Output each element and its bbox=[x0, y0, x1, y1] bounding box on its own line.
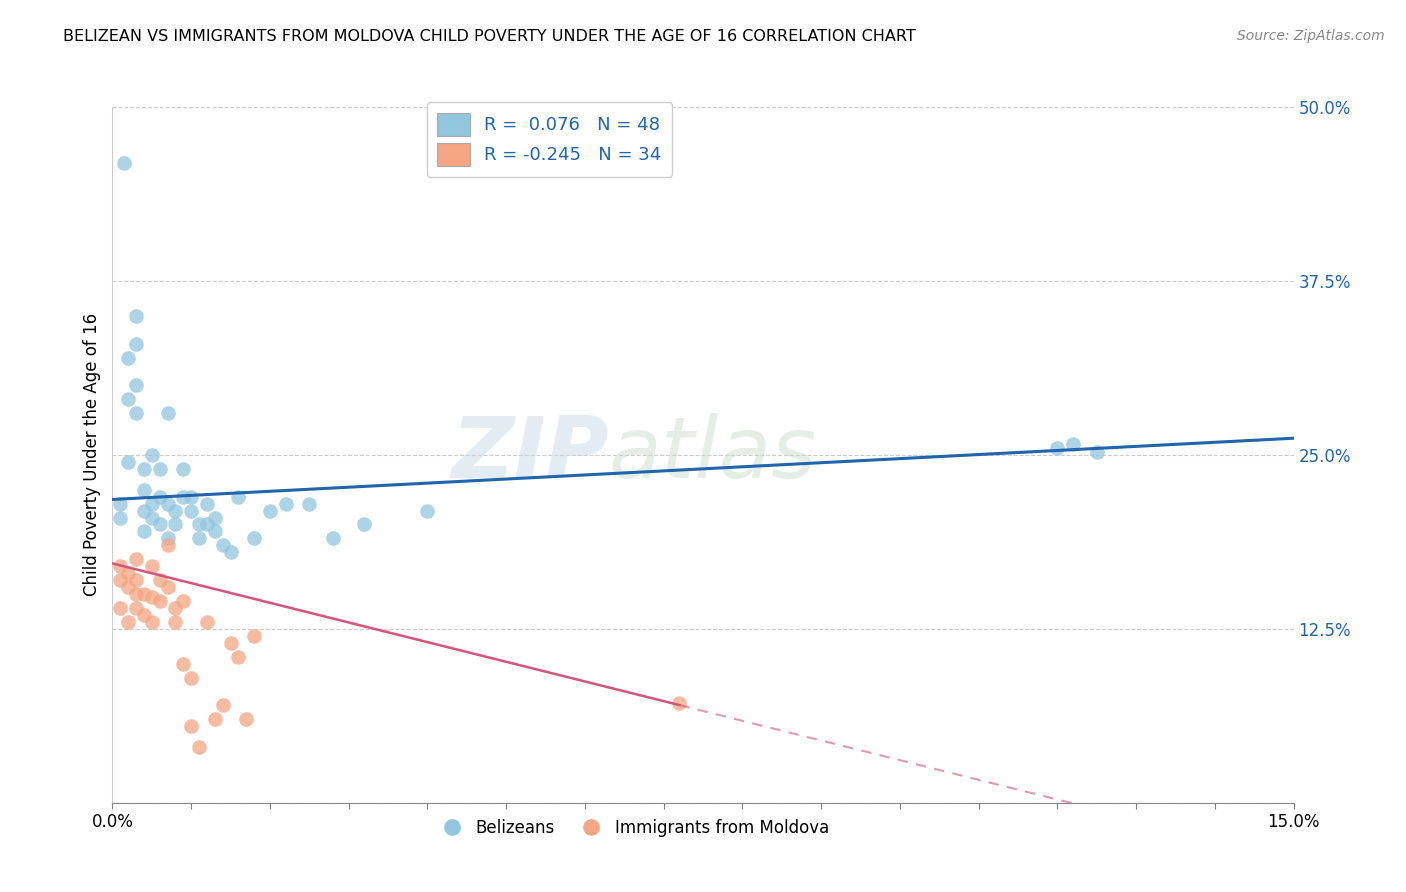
Legend: Belizeans, Immigrants from Moldova: Belizeans, Immigrants from Moldova bbox=[429, 812, 835, 843]
Point bbox=[165, 503, 187, 517]
Point bbox=[125, 552, 148, 566]
Point bbox=[172, 462, 194, 476]
Point bbox=[204, 712, 226, 726]
Point bbox=[228, 490, 250, 504]
Point bbox=[156, 580, 179, 594]
Point bbox=[274, 497, 297, 511]
Point bbox=[156, 406, 179, 420]
Point bbox=[188, 517, 211, 532]
Point bbox=[228, 649, 250, 664]
Point bbox=[125, 587, 148, 601]
Point bbox=[141, 559, 163, 574]
Point bbox=[110, 497, 132, 511]
Y-axis label: Child Poverty Under the Age of 16: Child Poverty Under the Age of 16 bbox=[83, 313, 101, 597]
Point bbox=[1085, 445, 1108, 459]
Point bbox=[132, 503, 155, 517]
Point bbox=[117, 580, 139, 594]
Point bbox=[195, 517, 218, 532]
Point bbox=[219, 545, 242, 559]
Point bbox=[1062, 437, 1084, 451]
Point bbox=[172, 490, 194, 504]
Point bbox=[141, 510, 163, 524]
Text: BELIZEAN VS IMMIGRANTS FROM MOLDOVA CHILD POVERTY UNDER THE AGE OF 16 CORRELATIO: BELIZEAN VS IMMIGRANTS FROM MOLDOVA CHIL… bbox=[63, 29, 917, 44]
Point bbox=[132, 587, 155, 601]
Point bbox=[172, 594, 194, 608]
Point bbox=[298, 497, 321, 511]
Point bbox=[219, 636, 242, 650]
Text: Source: ZipAtlas.com: Source: ZipAtlas.com bbox=[1237, 29, 1385, 43]
Point bbox=[180, 490, 202, 504]
Point bbox=[172, 657, 194, 671]
Point bbox=[165, 615, 187, 629]
Point bbox=[165, 601, 187, 615]
Point bbox=[125, 378, 148, 392]
Text: atlas: atlas bbox=[609, 413, 817, 497]
Point bbox=[117, 566, 139, 581]
Point bbox=[117, 455, 139, 469]
Point bbox=[188, 740, 211, 755]
Point bbox=[110, 559, 132, 574]
Point bbox=[156, 497, 179, 511]
Point bbox=[110, 510, 132, 524]
Point bbox=[259, 503, 281, 517]
Point bbox=[141, 615, 163, 629]
Point bbox=[1046, 441, 1069, 455]
Point bbox=[125, 601, 148, 615]
Point bbox=[141, 590, 163, 604]
Point bbox=[353, 517, 375, 532]
Point bbox=[125, 309, 148, 323]
Point bbox=[125, 406, 148, 420]
Point bbox=[165, 517, 187, 532]
Point bbox=[668, 696, 690, 710]
Point bbox=[195, 497, 218, 511]
Point bbox=[141, 448, 163, 462]
Point bbox=[322, 532, 344, 546]
Point bbox=[235, 712, 257, 726]
Point bbox=[141, 497, 163, 511]
Point bbox=[110, 601, 132, 615]
Point bbox=[211, 538, 233, 552]
Point bbox=[149, 490, 172, 504]
Text: ZIP: ZIP bbox=[451, 413, 609, 497]
Point bbox=[112, 155, 135, 169]
Point bbox=[156, 538, 179, 552]
Point bbox=[132, 607, 155, 622]
Point bbox=[211, 698, 233, 713]
Point bbox=[180, 671, 202, 685]
Point bbox=[110, 573, 132, 587]
Point bbox=[243, 629, 266, 643]
Point bbox=[180, 503, 202, 517]
Point bbox=[117, 615, 139, 629]
Point bbox=[132, 483, 155, 497]
Point bbox=[204, 510, 226, 524]
Point bbox=[180, 719, 202, 733]
Point bbox=[149, 594, 172, 608]
Point bbox=[117, 392, 139, 407]
Point bbox=[149, 462, 172, 476]
Point bbox=[243, 532, 266, 546]
Point bbox=[204, 524, 226, 539]
Point bbox=[125, 336, 148, 351]
Point bbox=[416, 503, 439, 517]
Point bbox=[125, 573, 148, 587]
Point bbox=[188, 532, 211, 546]
Point bbox=[195, 615, 218, 629]
Point bbox=[149, 573, 172, 587]
Point bbox=[132, 524, 155, 539]
Point bbox=[117, 351, 139, 365]
Point bbox=[132, 462, 155, 476]
Point bbox=[149, 517, 172, 532]
Point bbox=[156, 532, 179, 546]
